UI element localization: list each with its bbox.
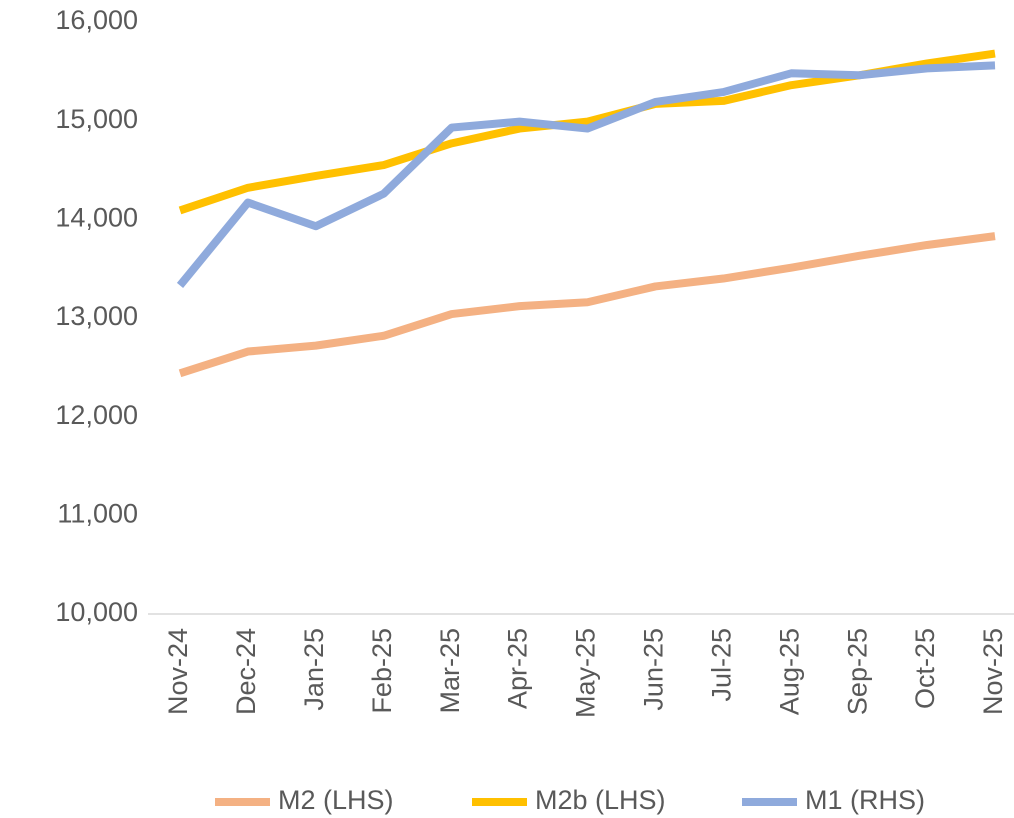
x-tick-label: Feb-25: [367, 628, 397, 714]
y-tick-label: 14,000: [55, 202, 138, 232]
x-tick-label: Dec-24: [231, 628, 261, 715]
y-tick-label: 15,000: [55, 104, 138, 134]
x-tick-label: Apr-25: [503, 628, 533, 709]
x-tick-label: Jun-25: [639, 628, 669, 711]
y-tick-label: 10,000: [55, 597, 138, 627]
x-tick-label: Mar-25: [435, 628, 465, 714]
x-tick-label: Jul-25: [706, 628, 736, 702]
x-tick-label: Oct-25: [910, 628, 940, 709]
x-tick-label: Nov-25: [978, 628, 1008, 715]
legend-label: M2 (LHS): [278, 785, 394, 815]
y-tick-label: 13,000: [55, 301, 138, 331]
series-line: [178, 232, 996, 378]
legend-label: M2b (LHS): [535, 785, 666, 815]
x-tick-label: May-25: [571, 628, 601, 718]
series-line: [176, 61, 996, 288]
y-tick-label: 16,000: [55, 5, 138, 35]
x-tick-label: Sep-25: [842, 628, 872, 715]
x-tick-label: Nov-24: [163, 628, 193, 715]
x-tick-label: Aug-25: [774, 628, 804, 715]
legend-label: M1 (RHS): [805, 785, 925, 815]
y-tick-label: 11,000: [57, 498, 138, 528]
x-tick-label: Jan-25: [299, 628, 329, 711]
y-tick-label: 12,000: [55, 400, 138, 430]
